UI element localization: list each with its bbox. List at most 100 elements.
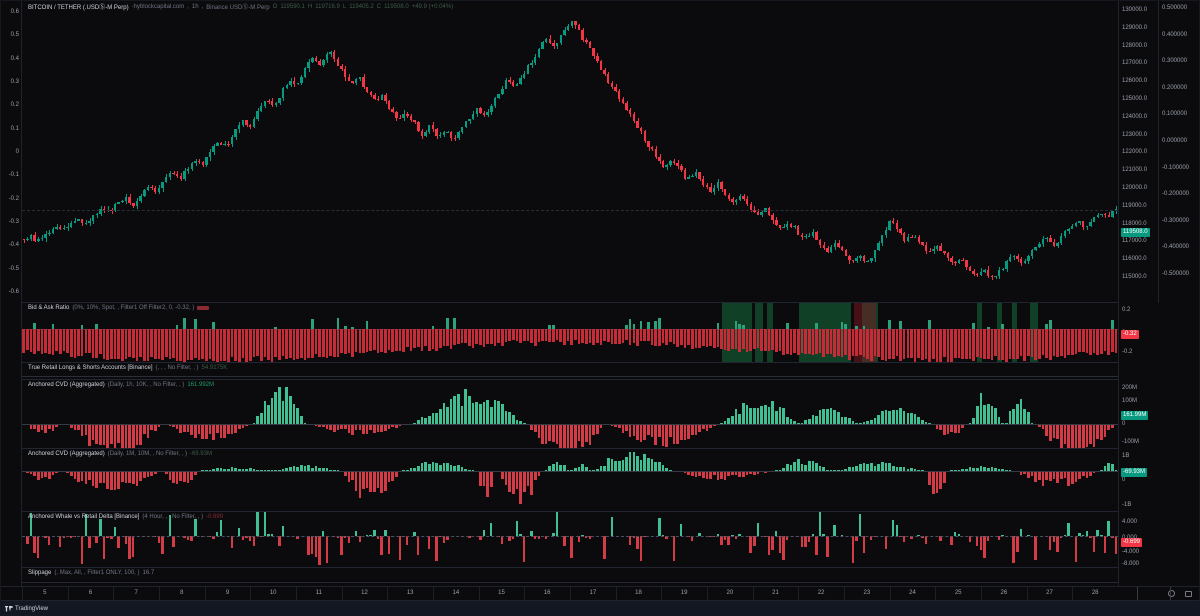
ratio-bar-positive xyxy=(840,321,844,329)
cvd-1m-bar xyxy=(259,469,263,471)
pane-anchored-cvd-1h[interactable]: Anchored CVD (Aggregated) (Daily, 1h, 10… xyxy=(22,380,1118,449)
candle-wick xyxy=(85,219,87,226)
candle-body xyxy=(965,260,968,268)
pane-slippage[interactable]: Slippage (, Max, All, , Filter1 ONLY, 10… xyxy=(22,568,1118,586)
ratio-bar xyxy=(376,329,380,354)
candle-body xyxy=(1034,247,1037,250)
candle-body xyxy=(259,105,263,112)
candle-body xyxy=(552,42,555,46)
time-axis-divider xyxy=(661,587,663,600)
candle-body xyxy=(446,131,449,133)
ratio-bar xyxy=(47,329,51,355)
cvd-1m-bar xyxy=(734,471,738,476)
time-axis-divider xyxy=(798,587,800,600)
cvd-bar xyxy=(632,424,636,436)
cvd-bar xyxy=(267,405,270,424)
ratio-bar xyxy=(511,329,515,341)
pane-bid-ask-ratio[interactable]: Bid & Ask Ratio (0%, 10%, Spot, , Filter… xyxy=(22,303,1118,363)
candle-body xyxy=(216,143,219,146)
cvd-bar xyxy=(150,424,153,431)
cvd-bar xyxy=(800,423,804,424)
cvd-1m-bar xyxy=(1111,464,1114,471)
cvd-1m-bar xyxy=(51,471,55,476)
whale-delta-bar xyxy=(983,536,986,559)
ratio-bar xyxy=(446,329,449,346)
pane-whale-vs-retail[interactable]: Anchored Whale vs Retail Delta [Binance]… xyxy=(22,512,1118,568)
candle-body xyxy=(997,269,1001,277)
cvd-bar xyxy=(731,415,734,424)
ratio-bar xyxy=(968,329,972,360)
ratio-bar xyxy=(285,329,289,359)
cvd-1m-bar xyxy=(442,462,446,471)
candle-body xyxy=(449,131,453,139)
candle-body xyxy=(1052,241,1056,247)
cvd-1m-bar xyxy=(347,471,351,482)
ratio-bar-positive xyxy=(1048,320,1052,329)
ratio-bar xyxy=(69,329,73,357)
time-axis[interactable]: 5 6 7 8 9 10 11 12 13 14 15 16 17 18 19 20 21 22 23 24 25 26 2… xyxy=(0,586,1200,600)
ratio-bar xyxy=(33,329,36,354)
candle-body xyxy=(1027,255,1030,262)
cvd-1m-bar xyxy=(314,466,318,471)
cvd-1m-bar xyxy=(888,463,891,471)
cvd-1m-bar xyxy=(226,469,230,471)
cvd-bar xyxy=(113,424,117,448)
pane-anchored-cvd-1m[interactable]: Anchored CVD (Aggregated) (Daily, 1M, 10… xyxy=(22,449,1118,512)
cvd-1m-bar xyxy=(698,471,701,476)
cvd-bar xyxy=(223,424,226,438)
gear-icon[interactable] xyxy=(1168,590,1175,597)
ratio-bar xyxy=(373,329,376,351)
cvd-1m-bar xyxy=(132,471,135,485)
candle-body xyxy=(994,276,997,278)
cvd-bar xyxy=(226,424,230,435)
candle-body xyxy=(1049,237,1052,242)
camera-icon[interactable] xyxy=(1185,590,1192,597)
cvd-1m-bar xyxy=(848,467,851,471)
cvd-1m-bar xyxy=(902,466,906,471)
ratio-bar xyxy=(347,329,351,354)
candle-body xyxy=(596,56,599,61)
right-price-tick: 121000.0 xyxy=(1122,167,1148,174)
ratio-bar xyxy=(248,329,252,362)
cvd-bar xyxy=(756,408,760,424)
ratio-bar-positive xyxy=(855,326,858,329)
candle-body xyxy=(438,135,442,137)
cvd-bar xyxy=(142,424,146,434)
ratio-bar-positive xyxy=(548,325,552,329)
cvd-1m-bar xyxy=(281,469,285,471)
candle-body xyxy=(658,157,661,161)
left-price-scale[interactable]: 0.6 0.5 0.4 0.3 0.2 0.1 0 -0.1 -0.2 -0.3 -0.4 -0.5-… xyxy=(0,0,22,586)
time-axis-label: 23 xyxy=(863,590,871,596)
cvd-1m-bar xyxy=(205,470,208,471)
cvd-bar xyxy=(913,413,917,424)
candle-body xyxy=(219,143,223,145)
whale-delta-bar xyxy=(190,536,193,541)
whale-delta-bar xyxy=(1096,530,1099,536)
ratio-bar xyxy=(132,329,135,358)
cvd-bar xyxy=(924,421,928,424)
right-secondary-scale[interactable]: 0.500000 0.400000 0.300000 0.200000 0.100000… xyxy=(1158,0,1200,303)
ratio-bar xyxy=(289,329,292,359)
ratio-bar xyxy=(683,329,687,348)
ratio-bar xyxy=(690,329,694,349)
pane-true-retail[interactable]: True Retail Longs & Shorts Accounts [Bin… xyxy=(22,363,1118,380)
ratio-bar xyxy=(767,329,771,351)
right-price-scale[interactable]: 130000.0 129000.0 128000.0 127000.0 126000.0… xyxy=(1118,0,1158,586)
whale-delta-bar xyxy=(296,536,299,540)
time-axis-divider xyxy=(478,587,480,600)
cvd-bar xyxy=(1038,424,1041,428)
ratio-bar-positive xyxy=(639,320,643,329)
candle-body xyxy=(961,259,964,261)
ratio-bar xyxy=(986,329,990,359)
cvd-bar xyxy=(91,424,95,440)
cvd-bar xyxy=(647,424,650,436)
candle-body xyxy=(504,79,508,89)
tradingview-logo[interactable]: TradingView xyxy=(5,605,48,612)
cvd-1m-bar xyxy=(705,471,709,480)
candle-body xyxy=(205,157,208,165)
right-secondary-tick: -0.500000 xyxy=(1162,271,1190,277)
candle-body xyxy=(628,109,632,114)
cvd-bar xyxy=(749,408,753,424)
pane-main-price[interactable]: BITCOIN / TETHER (.USDⓈ-M Perp) ·hyblock… xyxy=(22,0,1118,303)
ratio-bar xyxy=(1056,329,1059,357)
